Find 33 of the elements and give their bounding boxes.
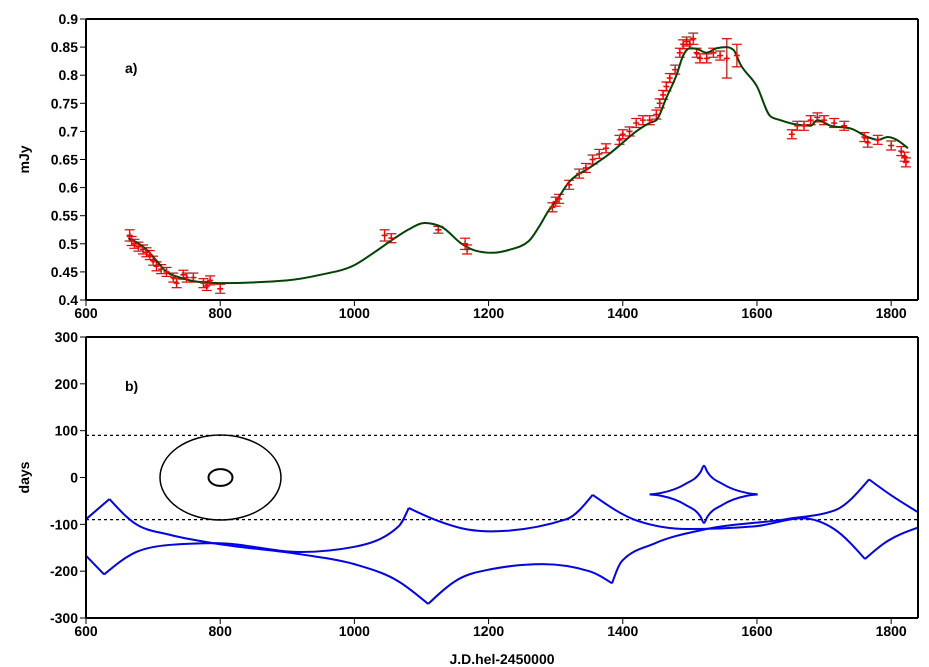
x-tick-label: 1200 <box>473 304 504 321</box>
y-tick-label: 0 <box>70 469 78 486</box>
x-tick-label: 1200 <box>473 622 504 639</box>
x-axis-title: J.D.hel-2450000 <box>449 651 555 667</box>
y-tick-label: 200 <box>54 376 78 392</box>
y-tick-label: 0.85 <box>50 39 78 56</box>
y-tick-label: 0.55 <box>50 208 78 224</box>
y-tick-label: 0.6 <box>58 180 78 196</box>
x-tick-label: 1800 <box>876 304 907 321</box>
y-axis-title: mJy <box>16 145 32 174</box>
x-tick-label: 1600 <box>741 304 773 321</box>
y-tick-label: 0.9 <box>58 10 78 27</box>
y-tick-label: 100 <box>54 422 78 439</box>
x-tick-label: 1800 <box>876 622 907 639</box>
y-tick-label: 0.45 <box>50 264 78 280</box>
x-tick-label: 1000 <box>338 304 370 321</box>
y-tick-label: 0.7 <box>58 123 78 140</box>
y-tick-label: 0.8 <box>58 67 78 84</box>
y-tick-label: -100 <box>50 516 78 532</box>
y-tick-label: 300 <box>54 328 78 345</box>
y-axis-title: days <box>16 461 32 494</box>
x-tick-label: 1000 <box>338 622 370 639</box>
y-tick-label: 0.75 <box>50 95 78 112</box>
x-tick-label: 1600 <box>741 622 773 639</box>
y-tick-label: 0.5 <box>58 236 78 252</box>
y-tick-label: 0.65 <box>50 151 78 168</box>
x-tick-label: 800 <box>208 304 232 321</box>
y-tick-label: -200 <box>50 563 78 580</box>
x-tick-label: 800 <box>208 622 232 639</box>
annotation: b) <box>125 378 138 394</box>
x-tick-label: 1400 <box>607 622 639 639</box>
x-tick-label: 1400 <box>607 304 639 321</box>
annotation: a) <box>125 60 138 76</box>
